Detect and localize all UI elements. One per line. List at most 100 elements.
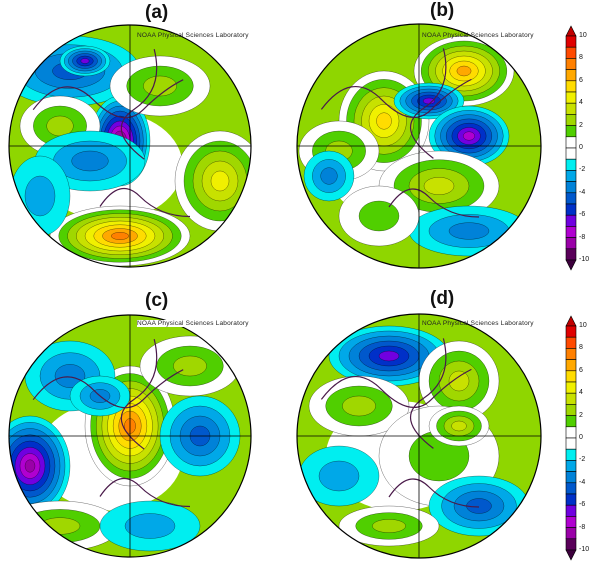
colorbar-swatch bbox=[565, 114, 577, 126]
contour bbox=[80, 58, 90, 64]
colorbar-swatch bbox=[565, 69, 577, 82]
map-boundary bbox=[296, 313, 542, 559]
colorbar-min-arrow bbox=[565, 259, 577, 271]
polar-map-a bbox=[8, 24, 252, 268]
colorbar-swatch bbox=[565, 471, 577, 484]
contour bbox=[320, 167, 338, 185]
watermark-a: NOAA Physical Sciences Laboratory bbox=[137, 32, 249, 39]
coastline bbox=[32, 339, 191, 508]
colorbar-swatch bbox=[565, 237, 577, 250]
colorbar-swatch bbox=[565, 35, 577, 48]
colorbar-tick-label: 4 bbox=[579, 99, 583, 107]
colorbar-tick-label: -8 bbox=[579, 523, 586, 531]
watermark-d: NOAA Physical Sciences Laboratory bbox=[422, 320, 534, 327]
colorbar-swatch bbox=[565, 426, 577, 439]
colorbar-tick-label: -10 bbox=[579, 256, 590, 263]
colorbar-swatch bbox=[565, 91, 577, 104]
polar-map-c bbox=[8, 314, 252, 558]
colorbar-tick-label: 10 bbox=[579, 32, 587, 39]
colorbar-swatch bbox=[565, 527, 577, 540]
colorbar-swatch bbox=[565, 192, 577, 205]
colorbar-swatch bbox=[565, 336, 577, 349]
contour bbox=[448, 370, 470, 392]
colorbar-swatch bbox=[565, 203, 577, 216]
colorbar-swatch bbox=[565, 437, 577, 450]
colorbar-swatch bbox=[565, 136, 577, 149]
contour bbox=[173, 355, 207, 377]
contour bbox=[124, 513, 176, 539]
colorbar-swatch bbox=[565, 493, 577, 506]
colorbar-min-arrow bbox=[565, 549, 577, 561]
contour bbox=[372, 519, 406, 533]
colorbar-max-arrow bbox=[565, 315, 577, 327]
contour bbox=[54, 364, 86, 388]
colorbar-swatch bbox=[565, 460, 577, 472]
panel-label-c: (c) bbox=[145, 290, 169, 311]
colorbar-tick-label: -6 bbox=[579, 211, 586, 219]
contour bbox=[71, 150, 109, 172]
contour bbox=[456, 65, 472, 77]
colorbar-tick-label: -6 bbox=[579, 501, 586, 509]
contour bbox=[318, 460, 360, 492]
panel-label-d: (d) bbox=[430, 288, 455, 309]
coastline bbox=[320, 48, 480, 218]
contour bbox=[451, 420, 467, 432]
colorbar-swatch bbox=[565, 404, 577, 416]
watermark-b: NOAA Physical Sciences Laboratory bbox=[422, 32, 534, 39]
coastline bbox=[32, 49, 191, 218]
panel-label-a: (a) bbox=[145, 2, 169, 23]
colorbar-tick-label: 6 bbox=[579, 76, 583, 84]
colorbar-swatch bbox=[565, 102, 577, 115]
contour bbox=[111, 232, 129, 240]
colorbar-swatch bbox=[565, 147, 577, 160]
polar-map-b bbox=[296, 23, 542, 269]
colorbar-tick-label: -4 bbox=[579, 188, 586, 196]
polar-map-d bbox=[296, 313, 542, 559]
colorbar-swatch bbox=[565, 359, 577, 372]
colorbar-swatch bbox=[565, 46, 577, 59]
contour bbox=[378, 350, 400, 362]
colorbar-swatch bbox=[565, 381, 577, 394]
colorbar-swatch bbox=[565, 370, 577, 383]
map-boundary bbox=[296, 23, 542, 269]
colorbar-tick-label: 2 bbox=[579, 121, 583, 129]
colorbar-tick-label: -8 bbox=[579, 233, 586, 241]
contour bbox=[358, 200, 400, 232]
colorbar-swatch bbox=[565, 248, 577, 261]
colorbar-tick-label: 4 bbox=[579, 389, 583, 397]
colorbar-tick-label: -2 bbox=[579, 456, 586, 464]
colorbar-swatch bbox=[565, 392, 577, 405]
contour bbox=[342, 395, 376, 417]
panel-label-b: (b) bbox=[430, 0, 455, 21]
map-boundary bbox=[8, 314, 252, 558]
watermark-c: NOAA Physical Sciences Laboratory bbox=[137, 320, 249, 327]
colorbar-swatch bbox=[565, 325, 577, 338]
colorbar-tick-label: 10 bbox=[579, 322, 587, 329]
contour bbox=[448, 222, 490, 240]
contour bbox=[24, 175, 56, 217]
colorbar-swatch bbox=[565, 181, 577, 194]
colorbar-swatch bbox=[565, 415, 577, 428]
colorbar-tick-label: 8 bbox=[579, 54, 583, 62]
contour bbox=[210, 170, 230, 192]
colorbar-tick-label: 2 bbox=[579, 411, 583, 419]
colorbar-tick-label: 8 bbox=[579, 344, 583, 352]
colorbar-tick-label: 0 bbox=[579, 144, 583, 151]
colorbar-swatch bbox=[565, 504, 577, 517]
colorbar-swatch bbox=[565, 170, 577, 182]
colorbar-swatch bbox=[565, 516, 577, 528]
colorbar-tick-label: -2 bbox=[579, 166, 586, 174]
colorbar-swatch bbox=[565, 58, 577, 70]
map-boundary bbox=[8, 24, 252, 268]
colorbar-swatch bbox=[565, 448, 577, 461]
colorbar-swatch bbox=[565, 80, 577, 93]
colorbar-swatch bbox=[565, 482, 577, 495]
colorbar-swatch bbox=[565, 538, 577, 551]
contour bbox=[423, 177, 455, 195]
colorbar-swatch bbox=[565, 348, 577, 360]
colorbar-tick-label: -4 bbox=[579, 478, 586, 486]
contour bbox=[24, 459, 36, 473]
coastline bbox=[320, 338, 480, 508]
colorbar-swatch bbox=[565, 226, 577, 238]
